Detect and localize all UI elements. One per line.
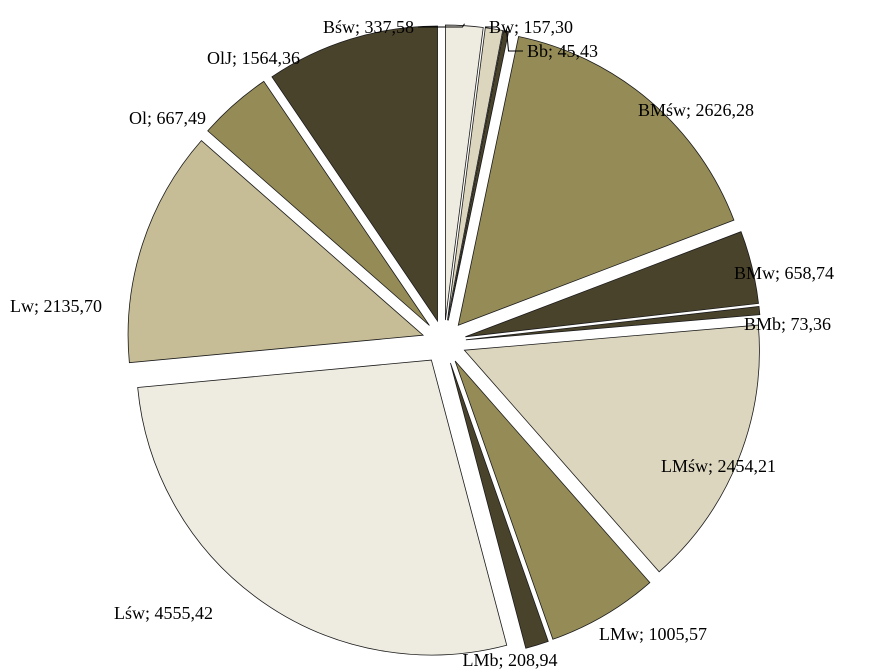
- slice-label: LMb; 208,94: [462, 650, 557, 670]
- slice-label: Bw; 157,30: [489, 17, 573, 37]
- slice-label: BMw; 658,74: [734, 263, 834, 283]
- slice-label: Lśw; 4555,42: [114, 603, 213, 623]
- slice-label: BMśw; 2626,28: [638, 100, 754, 120]
- slice-label: LMw; 1005,57: [599, 624, 707, 644]
- slice-label: BMb; 73,36: [744, 314, 831, 334]
- slice-label: Bśw; 337,58: [323, 17, 414, 37]
- slice-label: LMśw; 2454,21: [661, 456, 776, 476]
- slice-label: Bb; 45,43: [527, 41, 598, 61]
- slice-label: OlJ; 1564,36: [207, 48, 300, 68]
- slice-label: Lw; 2135,70: [10, 296, 102, 316]
- slice-label: Ol; 667,49: [129, 108, 206, 128]
